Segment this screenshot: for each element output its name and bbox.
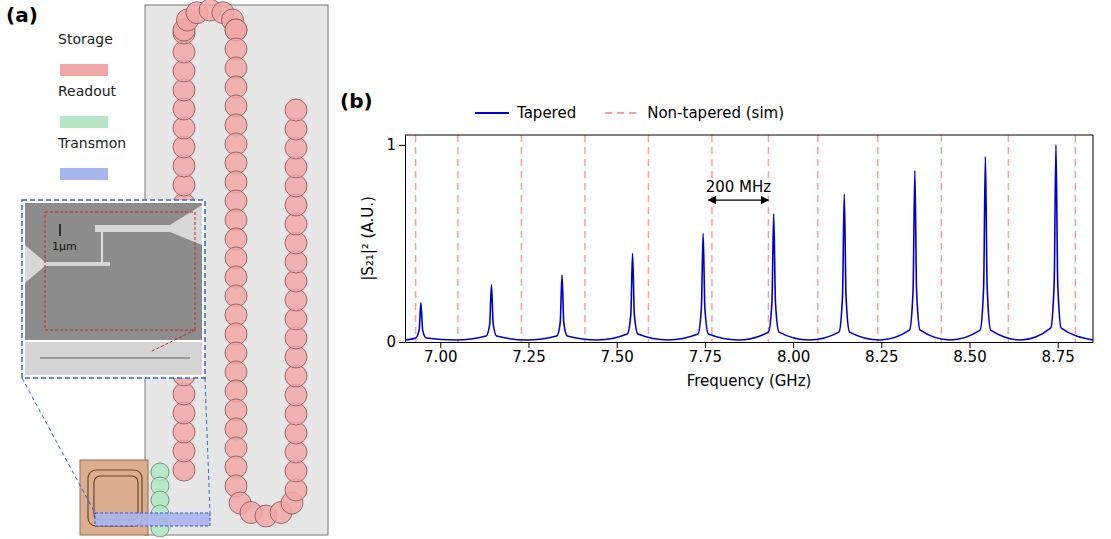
- y-tick-mark: [399, 342, 405, 343]
- legend-label: Tapered: [516, 104, 576, 122]
- scale-bar: [59, 224, 61, 236]
- legend-swatch: [475, 112, 509, 114]
- x-tick: 8.50: [953, 342, 986, 366]
- y-tick: 1: [386, 136, 405, 154]
- panel-b: (b)7.007.257.507.758.008.258.508.7501Fre…: [340, 89, 1094, 390]
- frame: [1093, 135, 1094, 342]
- sim-mode-line: [877, 135, 879, 342]
- x-tick-label: 7.00: [424, 348, 457, 366]
- x-tick-label: 8.50: [953, 348, 986, 366]
- storage-cell: [285, 99, 307, 121]
- x-tick-label: 8.75: [1042, 348, 1075, 366]
- sim-mode-line: [817, 135, 819, 342]
- x-tick: 7.00: [424, 342, 457, 366]
- annotation-label: 200 MHz: [706, 178, 772, 196]
- legend-label: Non-tapered (sim): [647, 104, 784, 122]
- sem-junction: [101, 232, 103, 262]
- x-axis-line: [406, 342, 1094, 343]
- legend-swatch: [605, 112, 639, 114]
- legend-swatch: [60, 116, 108, 128]
- legend-label: Readout: [58, 83, 117, 99]
- sim-mode-line: [584, 135, 586, 342]
- x-axis-title: Frequency (GHz): [687, 372, 812, 390]
- sem-zoom-leader: [150, 330, 195, 352]
- panel-label: (b): [340, 89, 373, 113]
- y-tick-mark: [399, 145, 405, 146]
- y-axis-line: [405, 136, 406, 343]
- x-axis: 7.00 7.25 7.50 7.75 8.00 8.25 8.50 8.75: [406, 342, 1094, 366]
- x-tick: 8.25: [865, 342, 898, 366]
- legend-swatch: [60, 168, 108, 180]
- transmon: [95, 513, 210, 526]
- y-tick: 0: [386, 333, 405, 351]
- inset-frame: [22, 200, 205, 378]
- sim-mode-line: [521, 135, 523, 342]
- inset-leader: [205, 378, 210, 513]
- x-tick-label: 7.75: [689, 348, 722, 366]
- y-axis-title: |S₂₁|² (A.U.): [359, 196, 377, 281]
- figure: (a)StorageReadoutTransmon1μm(b)7.007.257…: [0, 0, 1111, 539]
- y-axis: 01: [386, 136, 405, 352]
- legend-label: Storage: [58, 31, 113, 47]
- x-tick: 8.75: [1042, 342, 1075, 366]
- sem-image: [25, 203, 202, 340]
- annotation-background: [704, 178, 774, 196]
- panel-a: (a) Storage Readout Transmon 1μm: [6, 0, 328, 537]
- sem-zoom: [45, 212, 195, 330]
- frame: [405, 135, 1093, 136]
- y-tick-label: 0: [386, 333, 396, 351]
- legend-swatch: [60, 64, 108, 76]
- x-tick: 7.50: [600, 342, 633, 366]
- sim-mode-line: [648, 135, 650, 342]
- sim-mode-line: [711, 135, 713, 342]
- sim-mode-line: [941, 135, 943, 342]
- panel-label: (a): [6, 3, 38, 27]
- legend: Tapered Non-tapered (sim): [475, 104, 784, 122]
- x-tick-label: 7.25: [512, 348, 545, 366]
- x-tick: 7.75: [689, 342, 722, 366]
- sim-mode-line: [1008, 135, 1010, 342]
- y-tick-label: 1: [386, 136, 396, 154]
- x-tick-label: 8.00: [777, 348, 810, 366]
- x-tick: 7.25: [512, 342, 545, 366]
- scale-bar-label: 1μm: [52, 240, 77, 253]
- plot-area: [405, 135, 1093, 342]
- sim-mode-line: [457, 135, 459, 342]
- sim-mode-line: [415, 135, 417, 342]
- annotation-arrow: [708, 199, 768, 200]
- spectrum-line: [405, 145, 1093, 340]
- x-tick-label: 8.25: [865, 348, 898, 366]
- inset-leader: [22, 378, 95, 513]
- sem-electrode: [95, 205, 202, 245]
- legend-label: Transmon: [57, 135, 126, 151]
- sim-mode-line: [768, 135, 770, 342]
- x-tick-label: 7.50: [600, 348, 633, 366]
- x-tick: 8.00: [777, 342, 810, 366]
- sem-strip-bar: [40, 357, 190, 359]
- sim-mode-line: [1075, 135, 1077, 342]
- sem-strip: [25, 342, 202, 375]
